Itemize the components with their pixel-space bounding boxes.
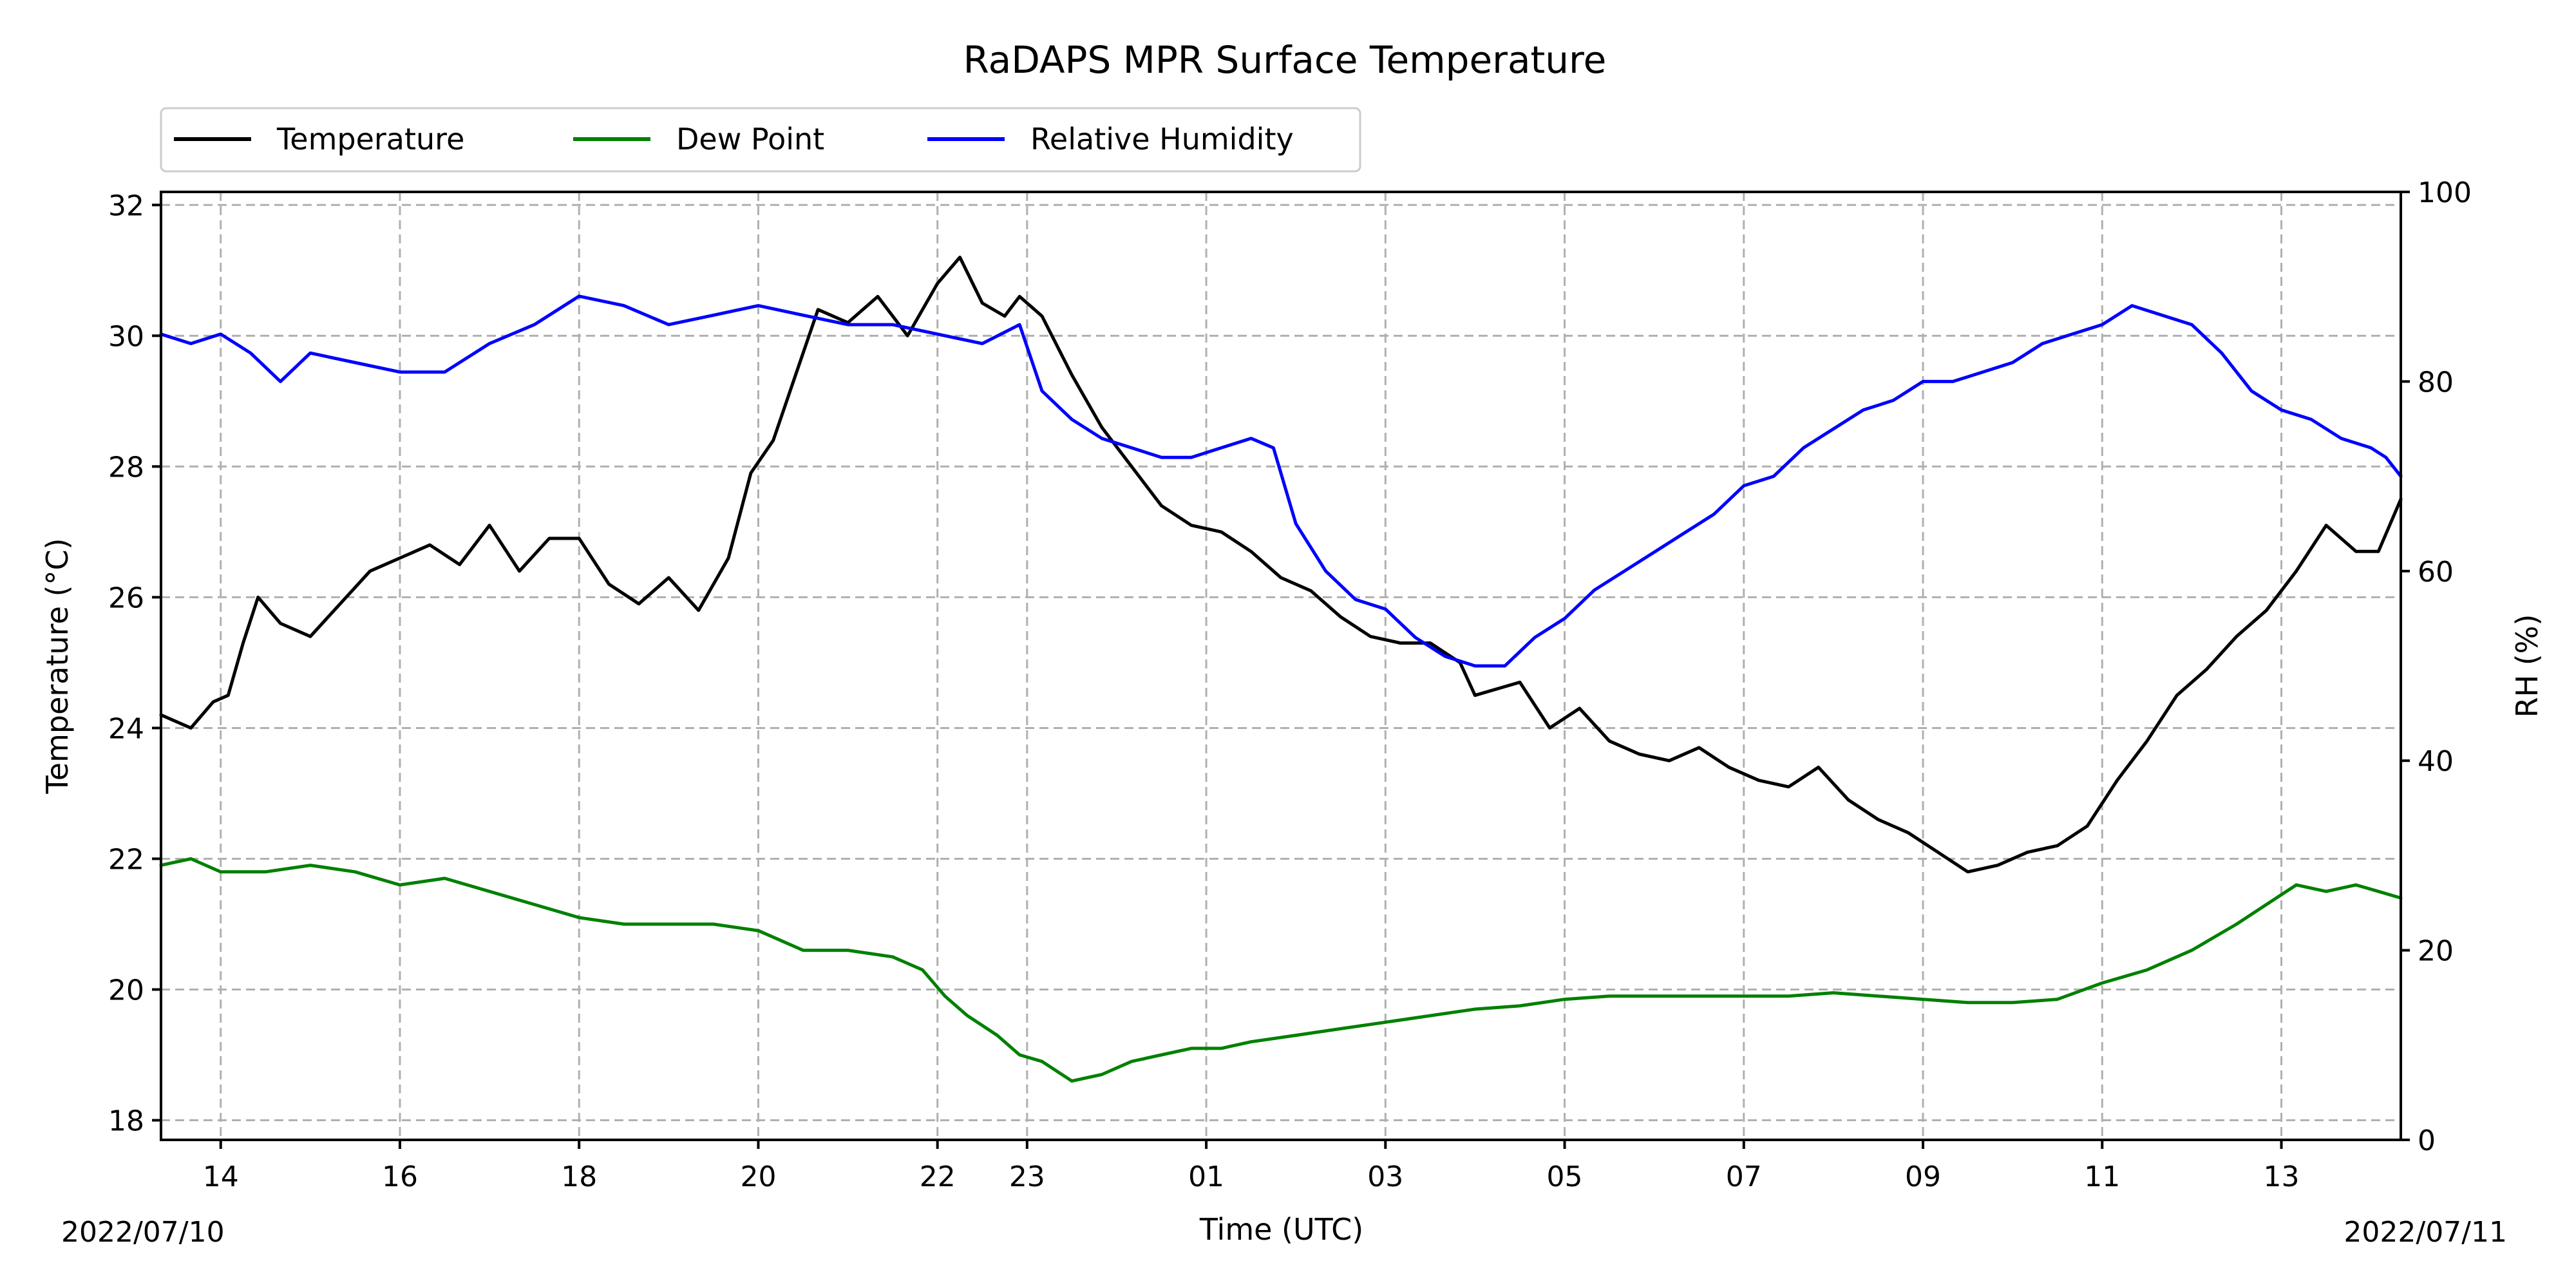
x-tick-label: 18 [561,1160,597,1193]
series-lines [159,256,2403,1083]
x-tick-label: 03 [1367,1160,1403,1193]
x-tick-label: 11 [2084,1160,2120,1193]
y-axis-label: Temperature (°C) [40,538,75,794]
grid-lines [161,192,2401,1140]
y-tick-label: 22 [108,843,144,876]
chart-title: RaDAPS MPR Surface Temperature [963,38,1607,82]
y2-tick-label: 80 [2418,366,2454,399]
x-tick-label: 01 [1188,1160,1224,1193]
x-tick-label: 20 [740,1160,776,1193]
x-tick-label: 07 [1726,1160,1762,1193]
y2-tick-label: 40 [2418,745,2454,778]
temperature-line [159,256,2403,874]
plot-frame [160,191,2402,1141]
left-axis: 18 20 22 24 26 28 30 32 [108,189,161,1138]
legend-box [160,107,1361,173]
legend-label-dew-point: Dew Point [676,122,824,156]
x-axis-label: Time (UTC) [1199,1212,1363,1247]
y-tick-label: 28 [108,451,144,484]
y2-tick-label: 100 [2418,176,2472,209]
y2-tick-label: 60 [2418,556,2454,589]
x-tick-label: 13 [2264,1160,2300,1193]
y2-tick-label: 20 [2418,935,2454,968]
y-tick-label: 24 [108,712,144,745]
y2-axis-label: RH (%) [2510,614,2544,718]
x-tick-label: 22 [920,1160,956,1193]
legend-label-temperature: Temperature [276,122,464,156]
start-date-label: 2022/07/10 [61,1216,225,1249]
y-tick-label: 30 [108,320,144,353]
right-axis: 0 20 40 60 80 100 [2401,176,2472,1157]
relative-humidity-line [159,294,2403,668]
x-tick-label: 16 [382,1160,418,1193]
y-tick-label: 32 [108,189,144,222]
x-axis: 14 16 18 20 22 23 01 03 05 07 09 11 13 [203,1140,2300,1193]
end-date-label: 2022/07/11 [2344,1216,2507,1249]
x-tick-label: 09 [1905,1160,1941,1193]
legend: Temperature Dew Point Relative Humidity [160,107,1361,173]
legend-label-relative-humidity: Relative Humidity [1030,122,1294,156]
x-tick-label: 14 [203,1160,239,1193]
y-tick-label: 18 [108,1105,144,1138]
dew-point-line [159,857,2403,1083]
y2-tick-label: 0 [2418,1124,2436,1157]
y-tick-label: 26 [108,582,144,614]
x-tick-label: 05 [1547,1160,1583,1193]
y-tick-label: 20 [108,974,144,1007]
x-tick-label: 23 [1009,1160,1045,1193]
